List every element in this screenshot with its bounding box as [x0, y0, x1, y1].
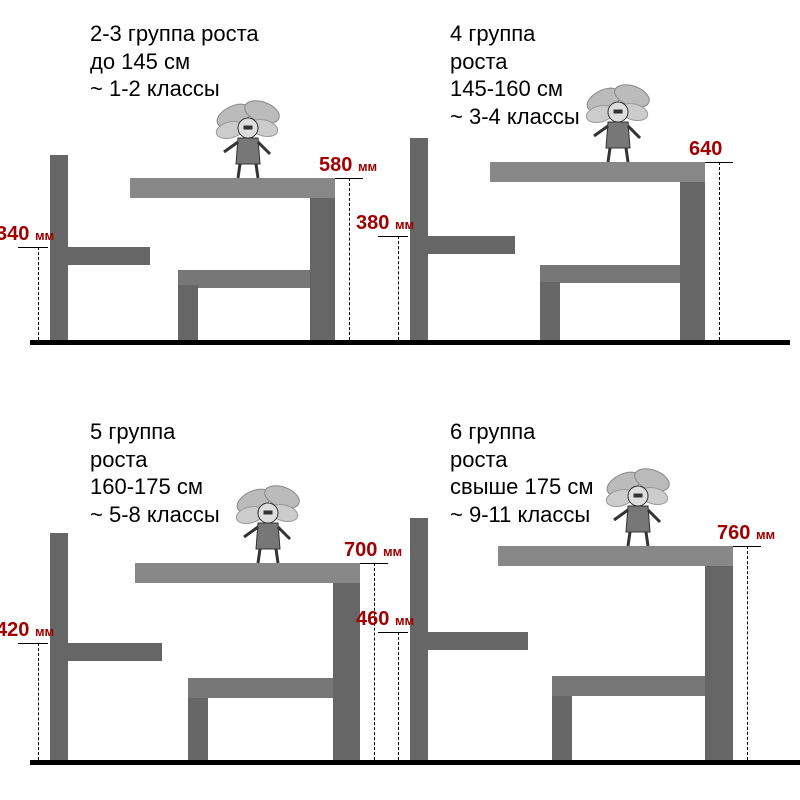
fairy-icon	[230, 483, 310, 568]
unit-label: мм	[756, 527, 775, 542]
chair-dim-tick-top	[378, 236, 408, 237]
panel-g6: 6 группа роста свыше 175 см ~ 9-11 класс…	[400, 418, 770, 760]
panel-g4: 4 группа роста 145-160 см ~ 3-4 классы38…	[400, 20, 760, 340]
desk-front	[705, 546, 733, 760]
chair-height-label: 380 мм	[356, 212, 414, 235]
fairy-icon	[600, 466, 680, 551]
desk-height-label: 700 мм	[344, 539, 402, 562]
chair-height-value: 460	[356, 608, 389, 630]
panel-title: 4 группа роста 145-160 см ~ 3-4 классы	[450, 20, 580, 130]
chair-dim-line	[38, 643, 40, 760]
desk-height-label: 640	[689, 138, 722, 161]
unit-label: мм	[395, 217, 414, 232]
desk-dim-tick-top	[360, 563, 388, 564]
desk-leg	[188, 698, 208, 760]
unit-label: мм	[358, 159, 377, 174]
panel-title: 2-3 группа роста до 145 см ~ 1-2 классы	[90, 20, 259, 103]
chair-dim-line	[398, 236, 400, 340]
panel-title: 5 группа роста 160-175 см ~ 5-8 классы	[90, 418, 220, 528]
desk-height-value: 640	[689, 138, 722, 160]
fairy-icon	[580, 82, 660, 167]
desk-dim-tick-top	[335, 178, 363, 179]
desk-height-value: 700	[344, 539, 377, 561]
panel-g2-3: 2-3 группа роста до 145 см ~ 1-2 классы 3…	[40, 20, 390, 340]
chair-height-value: 420	[0, 619, 29, 641]
unit-label: мм	[395, 613, 414, 628]
chair-dim-tick-top	[378, 632, 408, 633]
chair-dim-tick-top	[18, 643, 48, 644]
chair-dim-line	[38, 247, 40, 340]
desk-height-value: 580	[319, 154, 352, 176]
panel-title: 6 группа роста свыше 175 см ~ 9-11 класс…	[450, 418, 593, 528]
chair-height-label: 460 мм	[356, 608, 414, 631]
desk-dim-line	[719, 162, 721, 340]
panel-g5: 5 группа роста 160-175 см ~ 5-8 классы42…	[40, 418, 400, 760]
desk-dim-line	[747, 546, 749, 760]
floor-line-row2	[30, 760, 800, 765]
chair-dim-tick-top	[18, 247, 48, 248]
unit-label: мм	[35, 228, 54, 243]
chair-seat	[410, 236, 515, 254]
desk-leg	[552, 696, 572, 760]
chair-height-label: 340 мм	[0, 223, 54, 246]
chair-seat	[50, 643, 162, 661]
desk-front	[333, 563, 360, 760]
unit-label: мм	[35, 624, 54, 639]
desk-front	[310, 178, 335, 340]
fairy-icon	[210, 98, 290, 183]
chair-seat	[50, 247, 150, 265]
desk-dim-tick-top	[733, 546, 761, 547]
desk-leg	[540, 282, 560, 340]
desk-leg	[178, 285, 198, 340]
chair-seat	[410, 632, 528, 650]
desk-dim-line	[349, 178, 351, 340]
desk-height-value: 760	[717, 522, 750, 544]
chair-dim-line	[398, 632, 400, 760]
desk-dim-tick-top	[705, 162, 733, 163]
desk-height-label: 760 мм	[717, 522, 775, 545]
desk-height-label: 580 мм	[319, 154, 377, 177]
desk-front	[680, 162, 705, 340]
chair-height-value: 340	[0, 223, 29, 245]
desk-dim-line	[374, 563, 376, 760]
floor-line-row1	[30, 340, 790, 345]
chair-height-value: 380	[356, 212, 389, 234]
chair-height-label: 420 мм	[0, 619, 54, 642]
